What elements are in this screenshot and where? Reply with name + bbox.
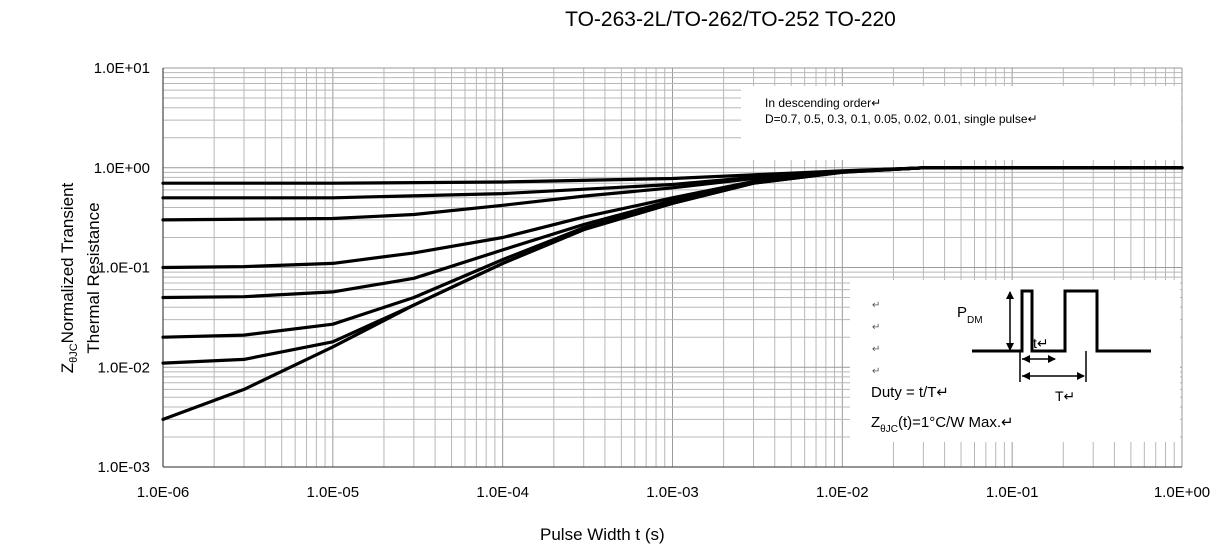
return-mark-2: ↵ (872, 322, 881, 333)
duty-formula: Duty = t/T↵ (871, 384, 950, 401)
x-tick-label: 1.0E-02 (816, 484, 869, 501)
legend-line-1: In descending order↵ (765, 96, 882, 110)
t-arrow-head-left (1022, 355, 1030, 363)
x-tick-label: 1.0E-06 (137, 484, 190, 501)
T-arrow-head-right (1077, 372, 1085, 380)
T-arrow-head-left (1022, 372, 1030, 380)
pdm-label: PDM (957, 304, 983, 326)
legend-line-2: D=0.7, 0.5, 0.3, 0.1, 0.05, 0.02, 0.01, … (765, 112, 1038, 126)
x-tick-label: 1.0E-01 (986, 484, 1039, 501)
x-axis-label: Pulse Width t (s) (540, 525, 665, 544)
y-axis-label: ZθJCNormalized Transient Thermal Resista… (58, 182, 103, 374)
y-tick-label: 1.0E-03 (97, 459, 150, 476)
chart-title: TO-263-2L/TO-262/TO-252 TO-220 (565, 8, 896, 31)
y-tick-label: 1.0E-01 (97, 260, 150, 277)
x-tick-label: 1.0E-05 (307, 484, 360, 501)
duty-cycle-inset: ↵ ↵ ↵ ↵ PDM t↵ T↵ Duty = t/T↵ ZθJC(t)=1°… (850, 280, 1180, 442)
y-tick-label: 1.0E+01 (94, 60, 150, 77)
pdm-arrow-head-bottom (1006, 343, 1014, 351)
pulse-train (972, 289, 1151, 353)
t-arrow-head-right (1048, 355, 1056, 363)
t-label: t↵ (1033, 335, 1049, 351)
plot-frame (162, 67, 1183, 468)
curve-series-8 (161, 166, 1184, 421)
tick-labels: 1.0E-06 1.0E-05 1.0E-04 1.0E-03 1.0E-02 1.0E-… (94, 60, 1210, 501)
x-tick-label: 1.0E-03 (646, 484, 699, 501)
return-mark-4: ↵ (872, 366, 881, 377)
zthjc-spec: ZθJC(t)=1°C/W Max.↵ (871, 414, 1014, 435)
x-tick-label: 1.0E+00 (1154, 484, 1210, 501)
y-tick-label: 1.0E-02 (97, 359, 150, 376)
return-mark-1: ↵ (872, 300, 881, 311)
return-mark-3: ↵ (872, 344, 881, 355)
x-tick-label: 1.0E-04 (476, 484, 529, 501)
pdm-arrow-head-top (1006, 291, 1014, 299)
curves (161, 166, 1184, 421)
pulse-waveform (972, 289, 1151, 382)
y-tick-label: 1.0E+00 (94, 160, 150, 177)
legend-box: In descending order↵ D=0.7, 0.5, 0.3, 0.… (741, 86, 1181, 160)
T-label: T↵ (1055, 388, 1076, 404)
